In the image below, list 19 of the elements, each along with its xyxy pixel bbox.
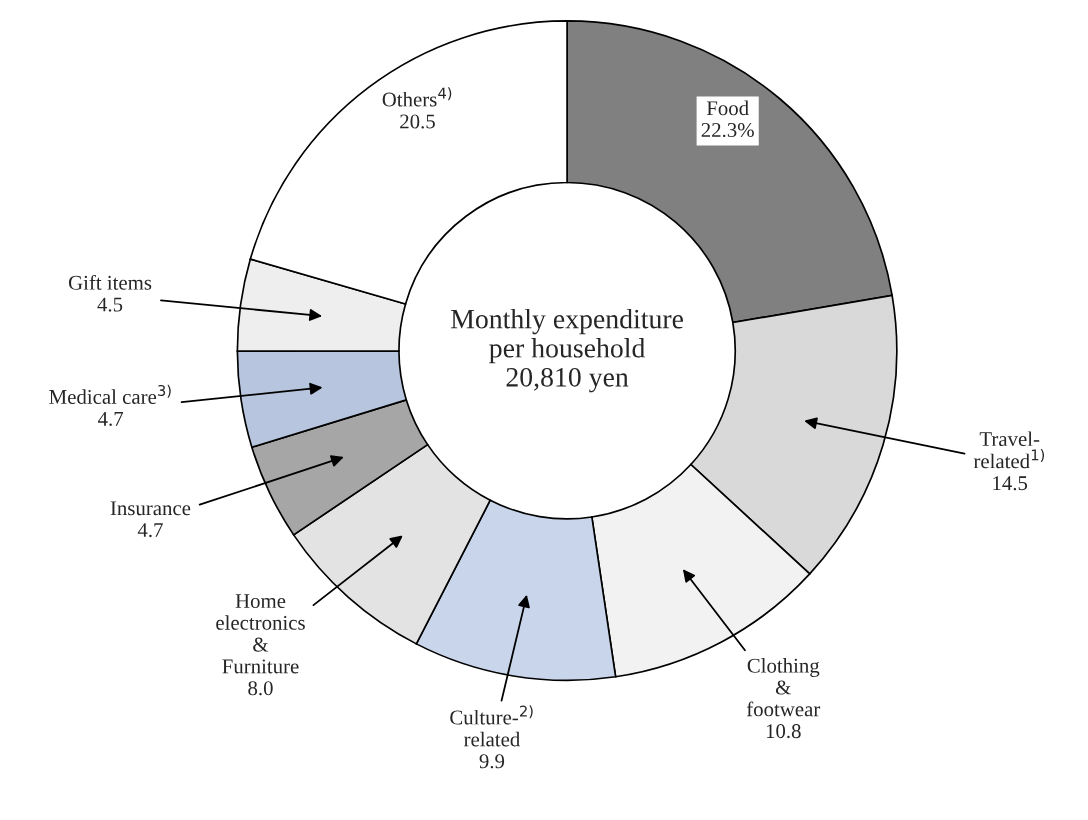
slice-label: Travel- related$^{1)}$ bbox=[973, 431, 1045, 469]
slice-label: Insurance bbox=[110, 501, 191, 516]
data-label: 9.9 bbox=[479, 754, 505, 769]
data-label: 4.7 bbox=[98, 411, 124, 426]
data-label: 20.5 bbox=[400, 114, 435, 129]
slice-label: Gift items bbox=[68, 274, 152, 290]
slice-label: Others$^{4)}$ bbox=[382, 87, 452, 107]
data-label: 22.3% bbox=[701, 122, 754, 138]
slice-label: Medical care$^{3)}$ bbox=[49, 384, 171, 404]
data-label: 4.7 bbox=[137, 523, 163, 538]
slice-label: Food bbox=[706, 100, 749, 116]
slice-label: Culture-$^{2)}$ related bbox=[450, 705, 533, 747]
slice-label: Home electronics & Furniture bbox=[216, 594, 305, 674]
data-label: 10.8 bbox=[766, 724, 801, 739]
data-label: 8.0 bbox=[248, 681, 273, 696]
data-label: 14.5 bbox=[993, 476, 1028, 491]
slice-label: Clothing & footwear bbox=[746, 658, 821, 717]
data-label: 4.5 bbox=[97, 297, 123, 312]
text: Monthly expenditure per household 20,810 yen bbox=[451, 308, 683, 393]
